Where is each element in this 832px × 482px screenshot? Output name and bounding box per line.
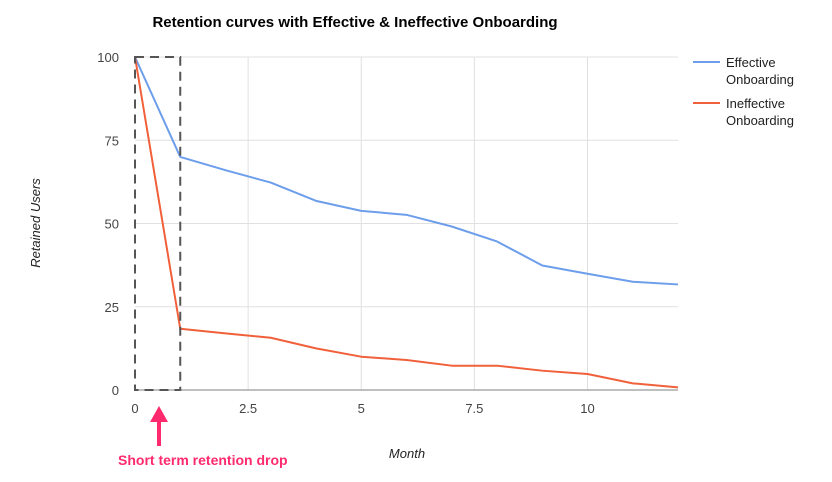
gridlines: [135, 56, 678, 390]
y-axis-label: Retained Users: [28, 178, 43, 268]
highlight-dashed-box: [134, 56, 182, 391]
legend-label: Onboarding: [726, 113, 794, 128]
x-tick-label: 7.5: [465, 401, 483, 416]
legend-label: Effective: [726, 55, 776, 70]
annotation-text: Short term retention drop: [118, 452, 288, 468]
x-axis-label: Month: [389, 446, 425, 461]
y-tick-label: 50: [105, 217, 119, 232]
x-tick-label: 0: [131, 401, 138, 416]
chart-title: Retention curves with Effective & Ineffe…: [152, 14, 557, 31]
x-tick-label: 10: [580, 401, 594, 416]
legend-label: Onboarding: [726, 72, 794, 87]
legend-label: Ineffective: [726, 96, 785, 111]
y-tick-label: 0: [112, 383, 119, 398]
x-tick-label: 5: [358, 401, 365, 416]
x-tick-label: 2.5: [239, 401, 257, 416]
y-tick-label: 100: [97, 50, 119, 65]
series-line-ineffective: [134, 56, 679, 389]
y-tick-label: 75: [105, 133, 119, 148]
tick-labels: 0 25 50 75 100 0 2.5 5 7.5 10: [97, 50, 594, 416]
annotation-arrow-icon: [150, 406, 168, 446]
series-line-effective: [134, 56, 679, 286]
series-lines: [134, 56, 679, 389]
legend: Effective Onboarding Ineffective Onboarding: [693, 55, 794, 128]
y-tick-label: 25: [105, 300, 119, 315]
